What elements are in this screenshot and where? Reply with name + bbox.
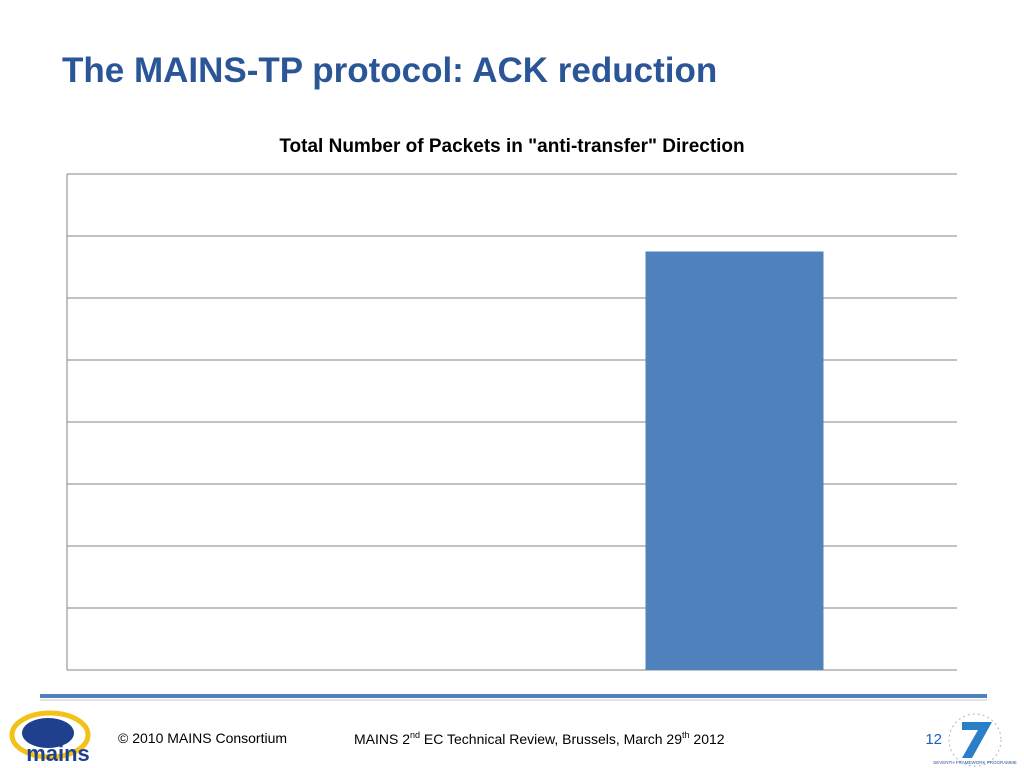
footer-event: MAINS 2nd EC Technical Review, Brussels,… [354,730,725,747]
footer-part: EC Technical Review, Brussels, March 29 [420,731,682,747]
footer-part: 2012 [690,731,725,747]
plot-area [66,173,957,671]
bar [645,251,824,670]
copyright: © 2010 MAINS Consortium [118,730,287,746]
footer-sup: th [682,730,690,740]
logo-text: mains [26,741,90,766]
slide-title: The MAINS-TP protocol: ACK reduction [62,51,717,90]
chart-title: Total Number of Packets in "anti-transfe… [279,136,744,157]
page-number: 12 [925,731,942,748]
fp7-logo: SEVENTH FRAMEWORK PROGRAMME [933,713,1017,767]
fp7-text: SEVENTH FRAMEWORK PROGRAMME [933,760,1017,765]
footer-part: MAINS 2 [354,731,410,747]
footer-sup: nd [410,730,420,740]
mains-logo: mains [9,710,91,766]
